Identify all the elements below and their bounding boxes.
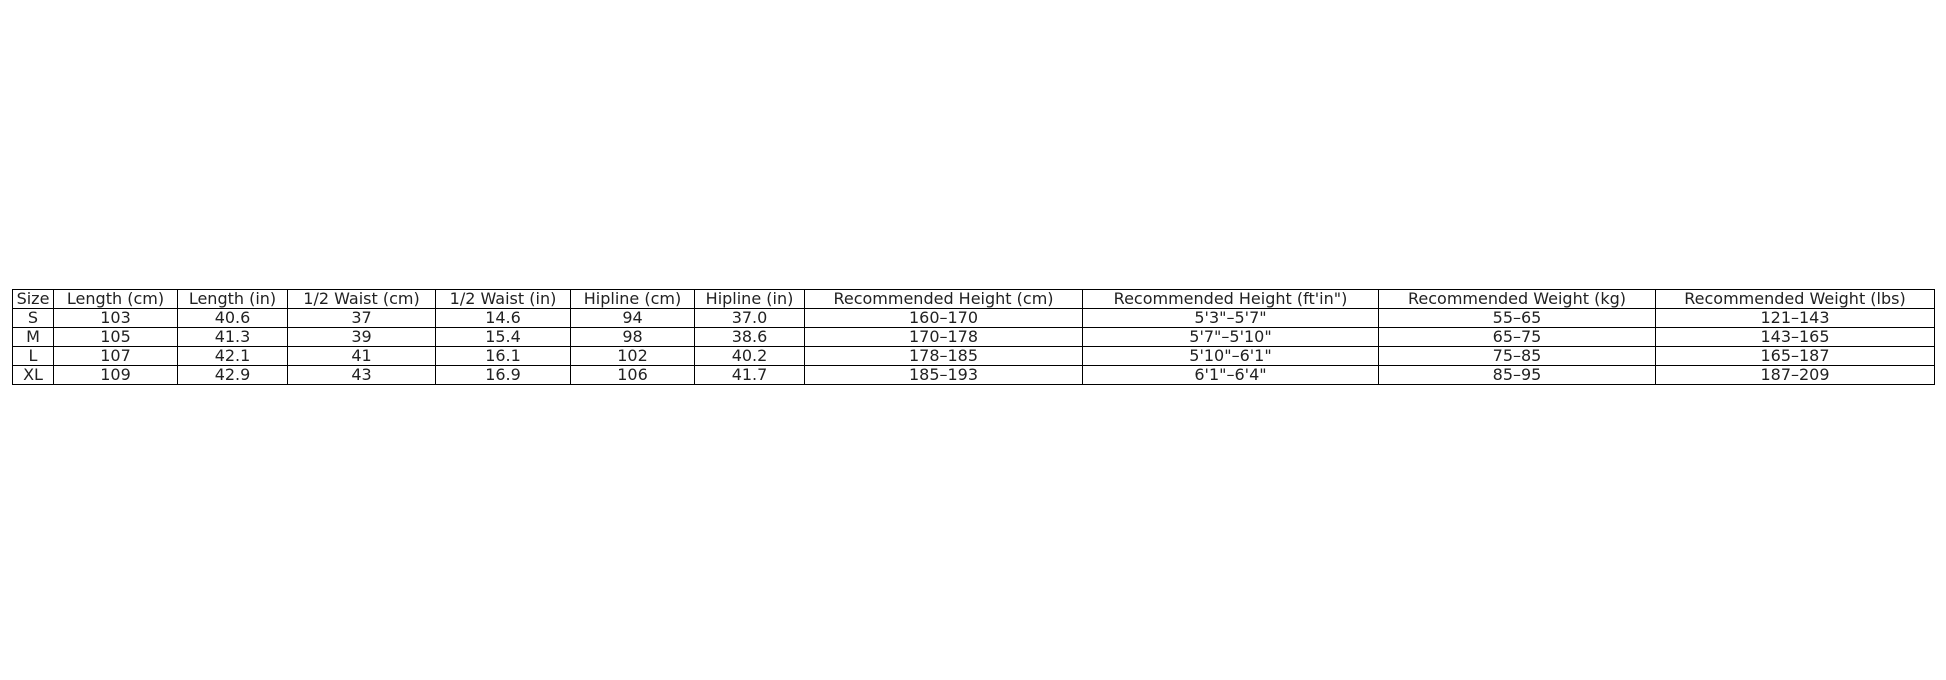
table-cell: 98 [570, 327, 695, 347]
column-header: Recommended Weight (lbs) [1655, 289, 1935, 309]
column-header: Hipline (cm) [570, 289, 695, 309]
table-cell: 94 [570, 308, 695, 328]
table-cell: 185–193 [804, 365, 1083, 385]
table-row: M 105 41.3 39 15.4 98 38.6 170–178 5'7"–5'10" 65–… [12, 327, 1935, 347]
column-header: Recommended Height (cm) [804, 289, 1083, 309]
table-cell: 187–209 [1655, 365, 1935, 385]
size-chart-table: Size Length (cm) Length (in) 1/2 Waist (cm)… [12, 289, 1935, 385]
table-cell: 16.9 [435, 365, 571, 385]
table-cell: 85–95 [1378, 365, 1656, 385]
table-cell: 40.2 [694, 346, 805, 366]
table-cell: 105 [53, 327, 178, 347]
table-cell: 41 [287, 346, 436, 366]
table-cell: 5'3"–5'7" [1082, 308, 1379, 328]
table-cell: 14.6 [435, 308, 571, 328]
table-cell: 41.7 [694, 365, 805, 385]
table-cell: 165–187 [1655, 346, 1935, 366]
table-cell: 6'1"–6'4" [1082, 365, 1379, 385]
table-cell: 65–75 [1378, 327, 1656, 347]
table-cell: 178–185 [804, 346, 1083, 366]
table-cell: 43 [287, 365, 436, 385]
column-header: Size [12, 289, 54, 309]
table-cell: 160–170 [804, 308, 1083, 328]
table-row: S 103 40.6 37 14.6 94 37.0 160–170 5'3"–5'7" 55–6… [12, 308, 1935, 328]
table-cell: 15.4 [435, 327, 571, 347]
table-cell: 75–85 [1378, 346, 1656, 366]
table-cell: 40.6 [177, 308, 288, 328]
column-header: Recommended Weight (kg) [1378, 289, 1656, 309]
column-header: Recommended Height (ft'in") [1082, 289, 1379, 309]
table-cell: 102 [570, 346, 695, 366]
table-cell: 55–65 [1378, 308, 1656, 328]
table-cell: 5'10"–6'1" [1082, 346, 1379, 366]
table-cell: 42.9 [177, 365, 288, 385]
header-row: Size Length (cm) Length (in) 1/2 Waist (cm)… [12, 289, 1935, 309]
table-cell: 42.1 [177, 346, 288, 366]
column-header: 1/2 Waist (in) [435, 289, 571, 309]
table-cell: 41.3 [177, 327, 288, 347]
table-row: L 107 42.1 41 16.1 102 40.2 178–185 5'10"–6'1" 75… [12, 346, 1935, 366]
table-cell: L [12, 346, 54, 366]
table-cell: 170–178 [804, 327, 1083, 347]
column-header: Length (cm) [53, 289, 178, 309]
table-cell: 103 [53, 308, 178, 328]
table-cell: 16.1 [435, 346, 571, 366]
table-cell: 107 [53, 346, 178, 366]
table-cell: XL [12, 365, 54, 385]
table-cell: 5'7"–5'10" [1082, 327, 1379, 347]
table-cell: 37.0 [694, 308, 805, 328]
table-cell: S [12, 308, 54, 328]
table-cell: 143–165 [1655, 327, 1935, 347]
column-header: Length (in) [177, 289, 288, 309]
column-header: Hipline (in) [694, 289, 805, 309]
table-row: XL 109 42.9 43 16.9 106 41.7 185–193 6'1"–6'4" 85… [12, 365, 1935, 385]
table-cell: 109 [53, 365, 178, 385]
table-cell: M [12, 327, 54, 347]
column-header: 1/2 Waist (cm) [287, 289, 436, 309]
table-cell: 38.6 [694, 327, 805, 347]
table-cell: 37 [287, 308, 436, 328]
table-cell: 121–143 [1655, 308, 1935, 328]
table-cell: 106 [570, 365, 695, 385]
table-cell: 39 [287, 327, 436, 347]
